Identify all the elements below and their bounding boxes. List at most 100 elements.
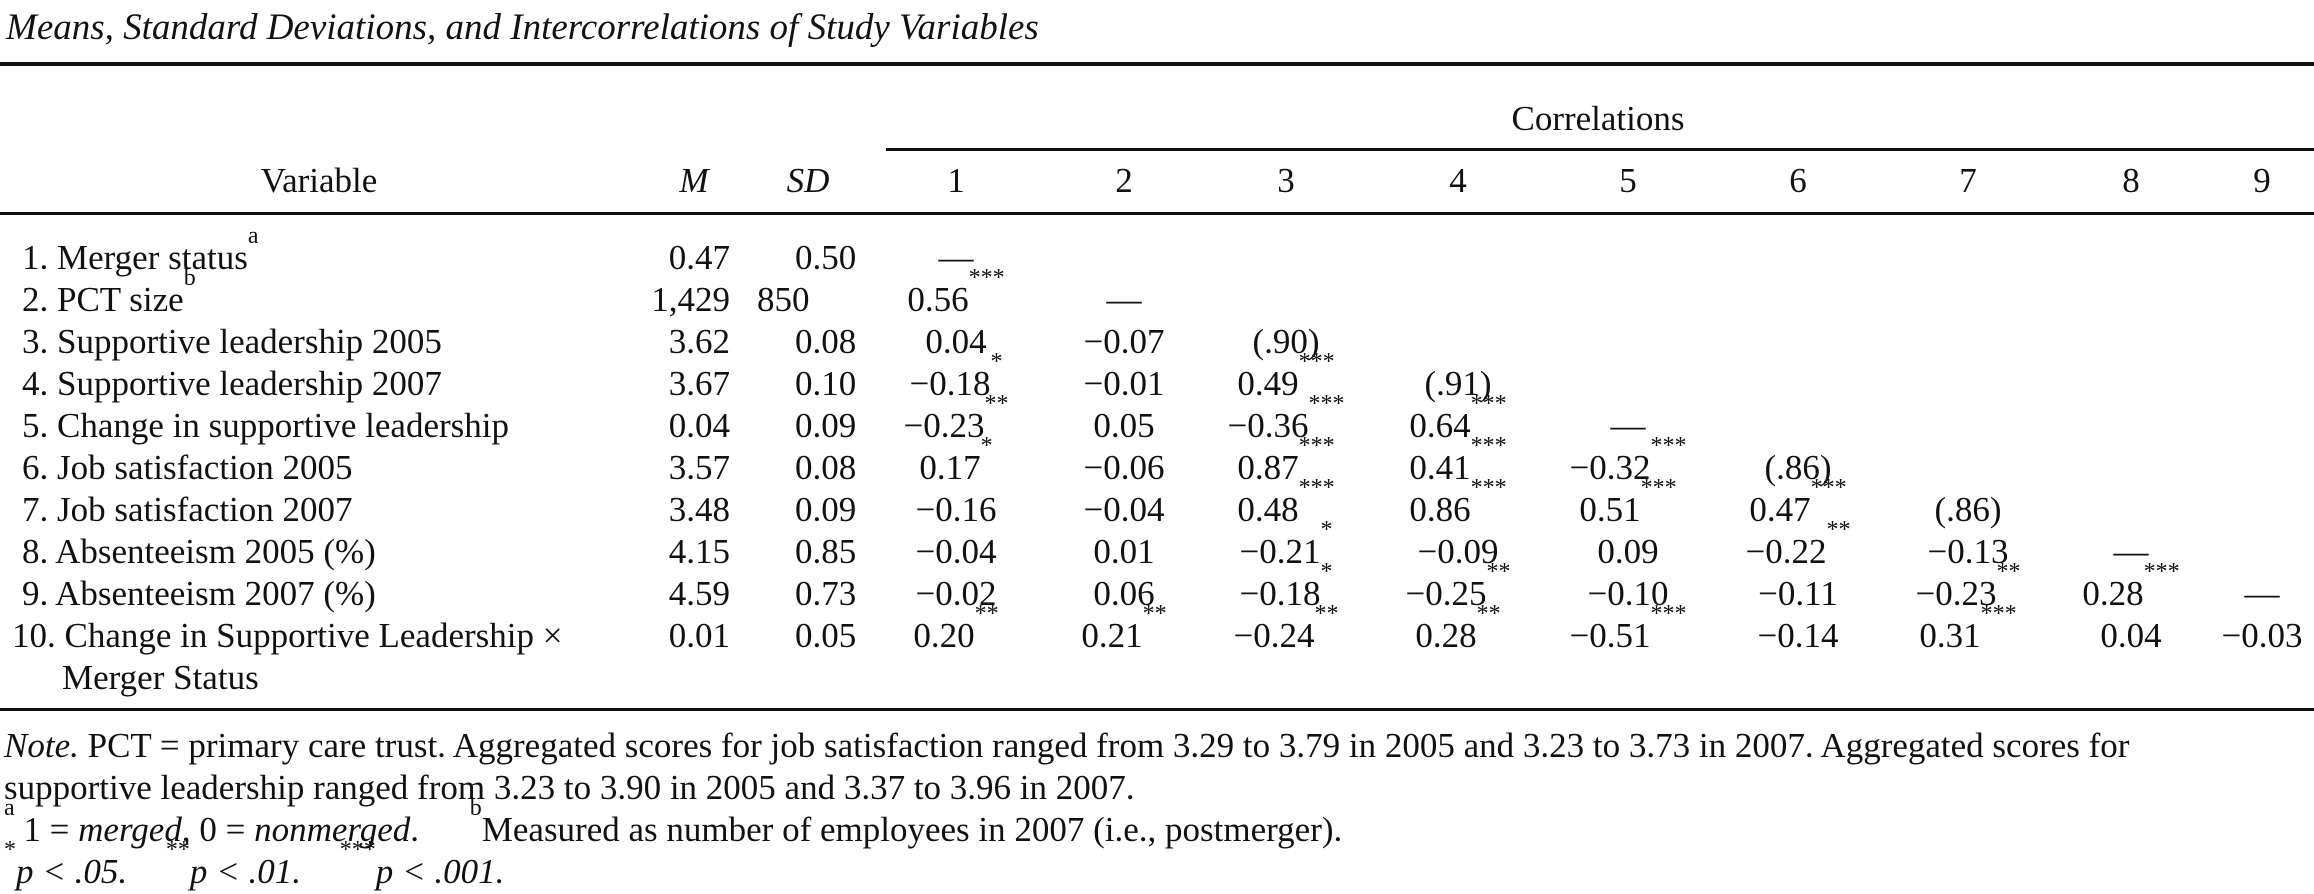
significance-marker: ** xyxy=(1996,559,2021,585)
corr-cell-r10-c6: −0.14 xyxy=(1758,618,1839,653)
corr-value: 0.28 xyxy=(1415,616,1477,655)
corr-col-header-4: 4 xyxy=(1449,161,1467,200)
corr-col-header-1: 1 xyxy=(947,161,965,200)
row-label-text: 10. Change in Supportive Leadership × xyxy=(12,616,563,655)
note-line-1: Note. PCT = primary care trust. Aggregat… xyxy=(4,728,2129,763)
corr-value: −0.32 xyxy=(1569,448,1651,487)
mean-value: 3.67 xyxy=(668,364,730,403)
sd-value: 0.08 xyxy=(795,448,857,487)
corr-value: — xyxy=(2113,532,2149,571)
corr-value: 0.56 xyxy=(907,280,969,319)
corr-cell-r8-c6: −0.22** xyxy=(1746,518,1851,569)
corr-cell-r6-c5: −0.32*** xyxy=(1569,434,1687,487)
corr-value: −0.01 xyxy=(1083,364,1165,403)
correlations-span-rule xyxy=(886,148,2314,151)
sd-value: 0.09 xyxy=(795,406,857,445)
corr-value: 0.47 xyxy=(1749,490,1811,529)
significance-marker: * xyxy=(990,349,1003,375)
corr-col-header-2: 2 xyxy=(1115,161,1133,200)
corr-cell-r9-c8: 0.28*** xyxy=(2082,560,2179,611)
corr-value: 0.31 xyxy=(1919,616,1981,655)
corr-cell-r6-c2: −0.06 xyxy=(1084,450,1165,485)
significance-marker: * xyxy=(1320,559,1333,585)
corr-value: 0.41 xyxy=(1409,448,1471,487)
corr-cell-r7-c6: 0.47*** xyxy=(1749,476,1846,529)
corr-value: 0.01 xyxy=(1093,532,1155,571)
corr-value: −0.10 xyxy=(1587,574,1669,613)
mean-value: 3.48 xyxy=(668,490,730,529)
row-label-text: 7. Job satisfaction 2007 xyxy=(22,490,353,529)
row-label: 9. Absenteeism 2007 (%) xyxy=(22,576,376,611)
corr-cell-r10-c2: 0.21** xyxy=(1081,602,1166,655)
corr-cell-r9-c5: −0.10 xyxy=(1588,576,1669,611)
bottom-rule xyxy=(0,708,2314,711)
mean-value: 4.59 xyxy=(668,574,730,613)
footnote-a-end: . xyxy=(410,810,419,849)
corr-value: −0.06 xyxy=(1083,448,1165,487)
row-label: 10. Change in Supportive Leadership × xyxy=(12,618,562,653)
significance-marker: *** xyxy=(1298,475,1335,501)
corr-value: 0.86 xyxy=(1409,490,1471,529)
corr-cell-r1-c1: — xyxy=(939,240,974,275)
corr-cell-r9-c7: −0.23** xyxy=(1916,560,2021,611)
corr-value: — xyxy=(1610,406,1646,445)
significance-marker: ** xyxy=(984,391,1009,417)
corr-cell-r10-c4: 0.28** xyxy=(1415,602,1500,655)
corr-cell-r8-c3: −0.21* xyxy=(1239,518,1333,571)
corr-value: 0.21 xyxy=(1081,616,1143,655)
corr-value: −0.18 xyxy=(1239,574,1321,613)
corr-cell-r4-c3: 0.49*** xyxy=(1237,350,1334,401)
significance-marker: *** xyxy=(1980,601,2017,627)
corr-cell-r8-c7: −0.13 xyxy=(1928,534,2009,569)
corr-col-header-5: 5 xyxy=(1619,161,1637,200)
mean-value: 4.15 xyxy=(668,532,730,571)
corr-value: 0.04 xyxy=(925,322,987,361)
row-label-footnote-marker: a xyxy=(247,223,259,249)
top-rule xyxy=(0,62,2314,66)
corr-value: 0.06 xyxy=(1093,574,1155,613)
row-label-text: 9. Absenteeism 2007 (%) xyxy=(22,574,376,613)
corr-value: (.86) xyxy=(1764,448,1832,487)
footnote-a-merged: merged xyxy=(78,810,182,849)
sig3-text: p < .001. xyxy=(375,852,505,891)
corr-value: 0.87 xyxy=(1237,448,1299,487)
corr-value: −0.21 xyxy=(1239,532,1321,571)
corr-value: −0.09 xyxy=(1417,532,1499,571)
footnote-a-mid: , 0 = xyxy=(181,810,255,849)
significance-marker: *** xyxy=(1810,475,1847,501)
sig1-text: p < .05. xyxy=(16,852,128,891)
sd-value: 0.10 xyxy=(795,364,857,403)
row-label: 6. Job satisfaction 2005 xyxy=(22,450,353,485)
row-label: 8. Absenteeism 2005 (%) xyxy=(22,534,376,569)
corr-value: −0.16 xyxy=(915,490,997,529)
corr-cell-r6-c4: 0.41*** xyxy=(1409,434,1506,487)
corr-cell-r8-c2: 0.01 xyxy=(1093,534,1154,569)
corr-value: −0.11 xyxy=(1758,574,1838,613)
corr-cell-r7-c2: −0.04 xyxy=(1084,492,1165,527)
corr-cell-r4-c2: −0.01 xyxy=(1084,366,1165,401)
corr-value: −0.03 xyxy=(2221,616,2303,655)
correlations-header: Correlations xyxy=(1511,99,1685,138)
significance-legend: *p < .05. **p < .01. ***p < .001. xyxy=(4,838,505,891)
row-label: 2. PCT sizeb xyxy=(22,266,196,319)
significance-marker: *** xyxy=(1470,475,1507,501)
significance-marker: *** xyxy=(1640,475,1677,501)
corr-col-header-8: 8 xyxy=(2122,161,2140,200)
sd-value: 850 xyxy=(757,280,810,319)
note-line-2: supportive leadership ranged from 3.23 t… xyxy=(4,770,1135,805)
row-label: 7. Job satisfaction 2007 xyxy=(22,492,353,527)
corr-cell-r9-c2: 0.06 xyxy=(1093,576,1154,611)
corr-value: — xyxy=(938,238,974,277)
corr-cell-r9-c3: −0.18* xyxy=(1239,560,1333,613)
row-label-text: 2. PCT size xyxy=(22,280,184,319)
row-label-continued: Merger Status xyxy=(62,658,259,697)
significance-marker: *** xyxy=(2143,559,2180,585)
corr-cell-r4-c1: −0.18* xyxy=(910,350,1003,401)
sd-value: 0.50 xyxy=(795,238,857,277)
significance-marker: * xyxy=(1320,517,1333,543)
corr-cell-r8-c4: −0.09 xyxy=(1418,534,1499,569)
corr-cell-r10-c5: −0.51*** xyxy=(1570,602,1687,653)
corr-value: −0.04 xyxy=(915,532,997,571)
significance-marker: ** xyxy=(1826,517,1851,543)
corr-value: 0.64 xyxy=(1409,406,1471,445)
